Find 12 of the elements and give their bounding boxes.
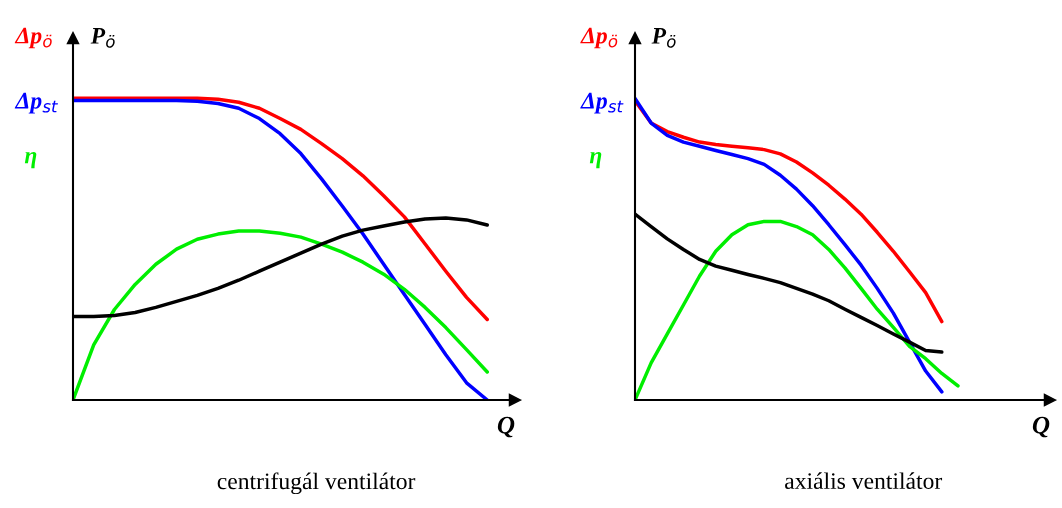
text: Δp$_{ö}$ (580, 27, 618, 49)
legend-label: P$_{ö}$ (90, 28, 115, 48)
text: Δp$_{ö}$ (14, 27, 52, 49)
x-axis-title: Q (1032, 416, 1050, 438)
x-axis-title: Q (497, 416, 515, 438)
series-label: Δp$_{st}$ (580, 92, 624, 114)
text: centrifugál ventilátor (217, 472, 416, 495)
text: η (24, 152, 37, 169)
series-label: Δp$_{st}$ (14, 92, 58, 114)
text: η (589, 152, 602, 169)
text: axiális ventilátor (785, 472, 943, 490)
legend-label: P$_{ö}$ (651, 28, 676, 48)
